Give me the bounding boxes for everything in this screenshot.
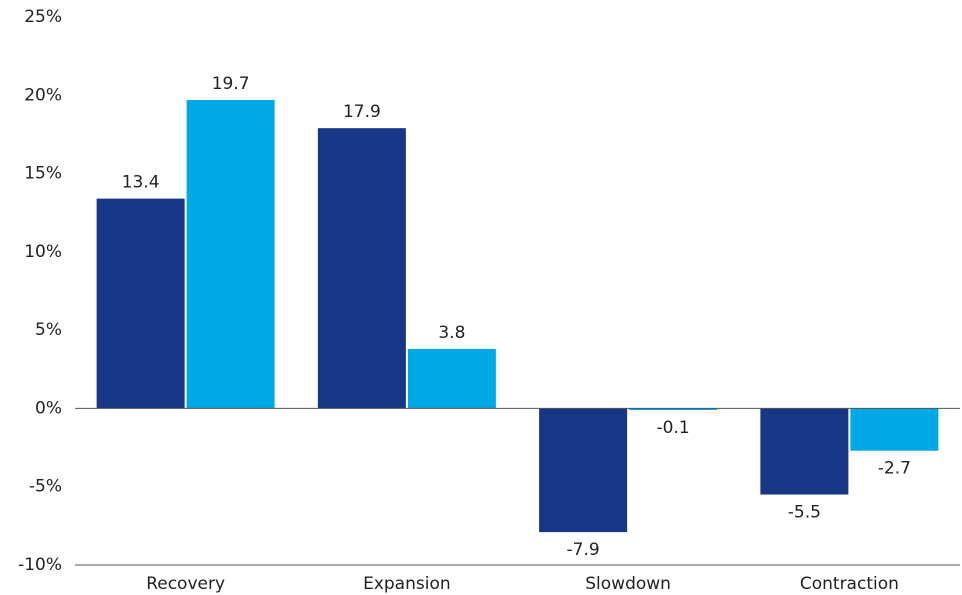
bar [407, 348, 496, 409]
x-tick-label: Slowdown [585, 574, 671, 594]
bar [317, 128, 406, 409]
y-tick-label: 20% [24, 85, 62, 105]
bar [186, 99, 275, 409]
x-tick-label: Contraction [800, 574, 899, 594]
bar [850, 408, 939, 451]
y-tick-label: 5% [35, 320, 62, 340]
value-label: 19.7 [212, 74, 250, 94]
value-label: 17.9 [343, 102, 381, 122]
value-label: 13.4 [122, 173, 160, 193]
x-tick-label: Recovery [146, 574, 225, 594]
bar [539, 408, 628, 533]
y-tick-label: 10% [24, 242, 62, 262]
value-label: -0.1 [657, 418, 690, 438]
value-label: -5.5 [788, 503, 821, 523]
value-label: -2.7 [878, 459, 911, 479]
y-tick-label: 25% [24, 7, 62, 27]
y-tick-label: -5% [29, 477, 62, 497]
value-label: -7.9 [567, 540, 600, 560]
bar [629, 408, 718, 410]
bar [96, 198, 185, 409]
x-tick-label: Expansion [363, 574, 451, 594]
value-label: 3.8 [438, 323, 465, 343]
bar [760, 408, 849, 495]
y-tick-label: 0% [35, 398, 62, 418]
y-tick-label: 15% [24, 164, 62, 184]
y-tick-label: -10% [18, 555, 62, 575]
